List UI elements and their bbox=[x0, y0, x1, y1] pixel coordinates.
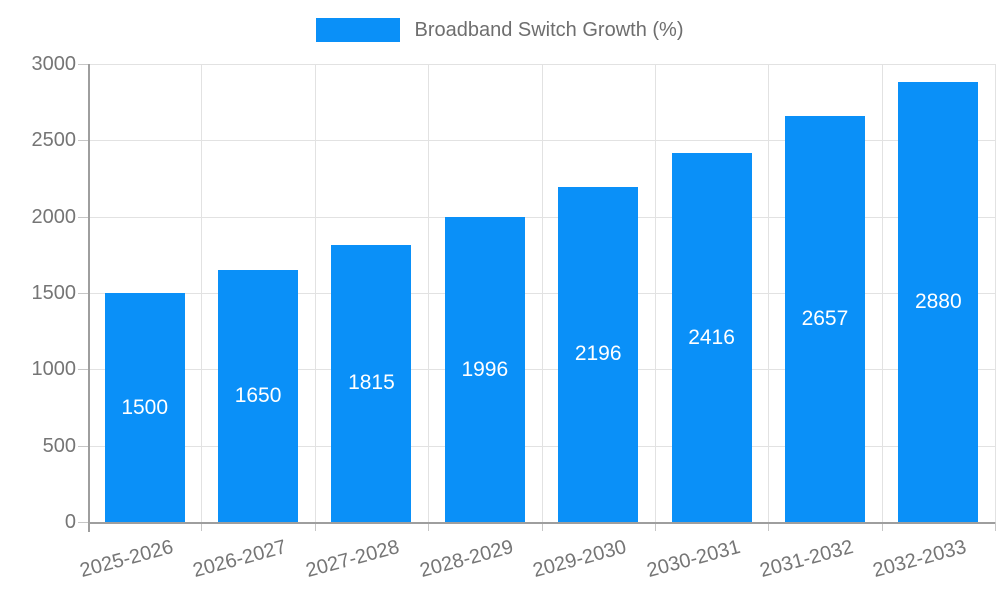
bar-value-label: 2880 bbox=[914, 290, 962, 314]
y-tick bbox=[78, 64, 88, 65]
x-tick bbox=[541, 522, 543, 531]
bar-value-label: 2196 bbox=[574, 342, 622, 366]
bar bbox=[444, 217, 525, 522]
y-tick bbox=[78, 369, 88, 371]
y-axis-line bbox=[88, 64, 90, 532]
y-tick bbox=[78, 216, 88, 218]
v-gridline bbox=[995, 64, 996, 522]
v-gridline bbox=[428, 64, 430, 522]
x-axis-line bbox=[88, 522, 995, 524]
x-tick bbox=[768, 522, 770, 531]
bar bbox=[104, 293, 185, 522]
x-tick bbox=[428, 522, 430, 531]
y-tick bbox=[78, 445, 88, 447]
y-axis-tick-label: 2500 bbox=[31, 129, 77, 152]
x-tick bbox=[201, 522, 203, 531]
legend: Broadband Switch Growth (%) bbox=[0, 18, 1000, 42]
v-gridline bbox=[201, 64, 203, 522]
y-axis-tick-label: 1500 bbox=[31, 282, 77, 304]
x-tick bbox=[995, 522, 996, 531]
bar-value-label: 2416 bbox=[688, 325, 735, 349]
y-tick bbox=[78, 140, 88, 142]
v-gridline bbox=[768, 64, 770, 522]
bar-value-label: 1996 bbox=[461, 357, 509, 381]
bar bbox=[558, 186, 639, 522]
bar-value-label: 1500 bbox=[121, 395, 169, 419]
y-tick bbox=[78, 522, 88, 523]
bar bbox=[898, 82, 979, 522]
y-axis-tick-label: 500 bbox=[42, 434, 76, 457]
bar bbox=[671, 153, 752, 522]
v-gridline bbox=[881, 64, 883, 522]
bar-value-label: 1815 bbox=[348, 371, 395, 395]
x-tick bbox=[654, 522, 656, 531]
bar-value-label: 2657 bbox=[801, 307, 849, 331]
y-axis-tick-label: 0 bbox=[64, 511, 76, 533]
legend-swatch bbox=[316, 18, 401, 42]
x-tick bbox=[314, 522, 316, 531]
y-axis-tick-label: 2000 bbox=[31, 205, 77, 228]
bar bbox=[784, 116, 865, 522]
y-tick bbox=[78, 293, 88, 294]
y-axis-tick-label: 3000 bbox=[31, 53, 77, 75]
bar bbox=[331, 244, 412, 522]
legend-label: Broadband Switch Growth (%) bbox=[414, 18, 684, 41]
y-axis-tick-label: 1000 bbox=[31, 358, 77, 381]
bar bbox=[218, 270, 299, 522]
v-gridline bbox=[541, 64, 543, 522]
x-tick bbox=[881, 522, 883, 531]
v-gridline bbox=[314, 64, 316, 522]
v-gridline bbox=[654, 64, 656, 522]
bar-value-label: 1650 bbox=[234, 384, 282, 408]
